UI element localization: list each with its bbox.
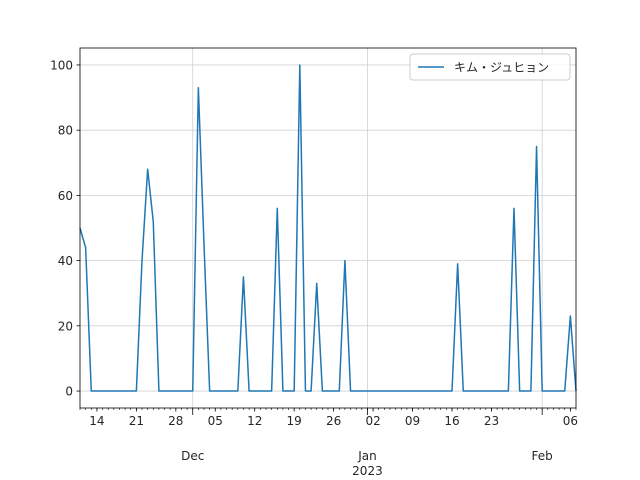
- y-tick-label: 80: [58, 124, 73, 138]
- legend-box: [409, 53, 571, 81]
- x-tick-label: 09: [405, 414, 420, 428]
- x-major-label: Feb: [532, 449, 553, 463]
- x-tick-label: 28: [168, 414, 183, 428]
- y-tick-label: 40: [58, 254, 73, 268]
- x-tick-label: 26: [326, 414, 341, 428]
- x-tick-label: 21: [129, 414, 144, 428]
- x-major-label: Dec: [181, 449, 204, 463]
- y-tick-label: 60: [58, 189, 73, 203]
- legend: キム・ジュヒョン: [409, 53, 571, 81]
- x-tick-label: 02: [365, 414, 380, 428]
- x-tick-label: 23: [484, 414, 499, 428]
- x-major-label: Jan: [357, 449, 377, 463]
- y-tick-label: 20: [58, 319, 73, 333]
- x-tick-label: 14: [89, 414, 104, 428]
- x-tick-label: 16: [444, 414, 459, 428]
- x-tick-label: 05: [208, 414, 223, 428]
- legend-label: キム・ジュヒョン: [454, 61, 549, 75]
- x-major-label: 2023: [352, 464, 383, 478]
- y-tick-label: 100: [50, 58, 73, 72]
- x-tick-label: 19: [287, 414, 302, 428]
- x-tick-label: 12: [247, 414, 262, 428]
- y-tick-label: 0: [65, 385, 73, 399]
- x-tick-label: 06: [563, 414, 578, 428]
- plot-frame: [79, 47, 577, 409]
- data-line: [79, 64, 577, 392]
